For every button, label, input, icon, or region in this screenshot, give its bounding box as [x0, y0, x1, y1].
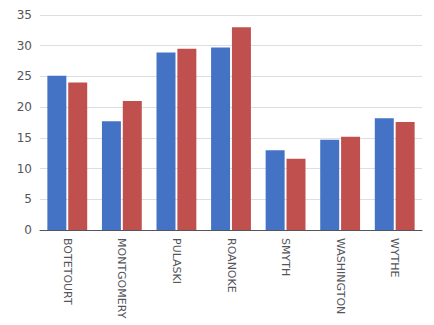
svg-text:15: 15: [17, 131, 32, 145]
svg-text:35: 35: [17, 8, 32, 22]
svg-text:WYTHE: WYTHE: [388, 238, 401, 278]
svg-text:SMYTH: SMYTH: [279, 238, 292, 276]
svg-text:MONTGOMERY: MONTGOMERY: [115, 238, 128, 319]
svg-text:30: 30: [17, 39, 32, 53]
svg-text:ROANOKE: ROANOKE: [225, 238, 238, 293]
svg-text:BOTETOURT: BOTETOURT: [61, 238, 74, 305]
svg-text:5: 5: [24, 192, 32, 206]
svg-text:WASHINGTON: WASHINGTON: [334, 238, 347, 314]
svg-text:0: 0: [24, 223, 32, 237]
svg-text:25: 25: [17, 69, 32, 83]
svg-text:PULASKI: PULASKI: [170, 238, 183, 284]
svg-text:20: 20: [17, 100, 32, 114]
svg-text:10: 10: [17, 162, 32, 176]
